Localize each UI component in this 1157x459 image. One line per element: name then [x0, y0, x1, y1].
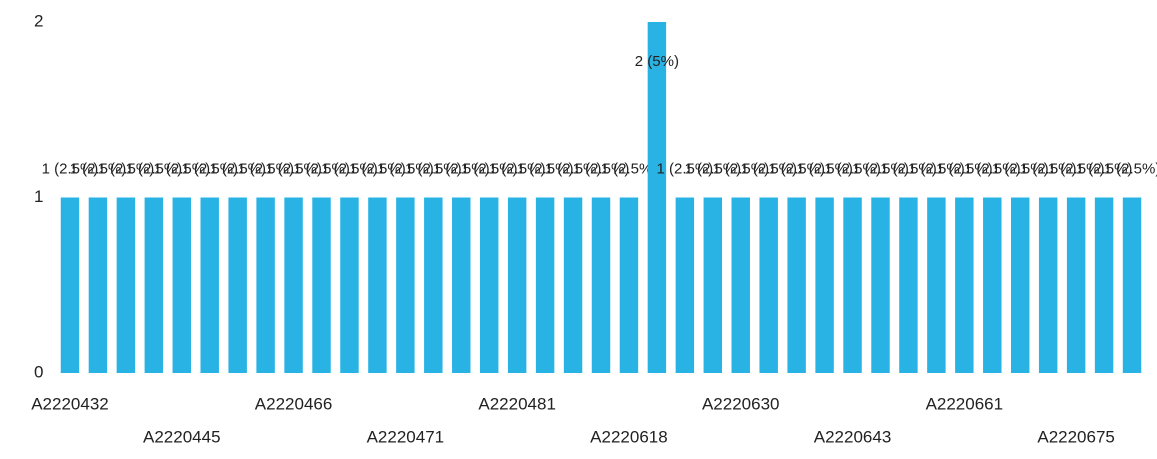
bar — [284, 197, 303, 373]
value-label: 1 (2.5%) — [265, 160, 322, 177]
bar — [368, 197, 387, 373]
bar — [703, 197, 723, 373]
value-label: 1 (2.5%) — [740, 160, 797, 177]
bar — [815, 197, 834, 373]
value-label: 1 (2.5%) — [936, 160, 993, 177]
value-label: 1 (2.5%) — [209, 160, 266, 177]
value-label: 1 (2.5%) — [601, 160, 658, 177]
value-label: 1 (2.5%) — [42, 160, 99, 177]
value-label: 1 (2.5%) — [377, 160, 434, 177]
bar — [228, 197, 247, 373]
value-label: 1 (2.5%) — [125, 160, 182, 177]
bar — [507, 197, 527, 373]
value-label: 1 (2.5%) — [489, 160, 546, 177]
x-tick-label: A2220466 — [255, 394, 333, 413]
bar — [647, 22, 667, 373]
value-label: 1 (2.5%) — [349, 160, 406, 177]
x-tick-label: A2220675 — [1037, 427, 1115, 446]
value-label: 1 (2.5%) — [237, 160, 294, 177]
bar — [60, 197, 80, 373]
bar — [1094, 197, 1114, 373]
y-tick-label: 2 — [34, 11, 43, 30]
value-label: 1 (2.5%) — [1020, 160, 1077, 177]
value-label: 1 (2.5%) — [852, 160, 909, 177]
value-label: 1 (2.5%) — [153, 160, 210, 177]
y-tick-label: 1 — [34, 187, 43, 206]
bar — [759, 197, 778, 373]
value-label: 1 (2.5%) — [433, 160, 490, 177]
value-label: 1 (2.5%) — [908, 160, 965, 177]
value-label: 1 (2.5%) — [321, 160, 378, 177]
bar — [116, 197, 136, 373]
value-label: 1 (2.5%) — [768, 160, 825, 177]
bar — [424, 197, 443, 373]
bar — [1011, 197, 1030, 373]
x-tick-label: A2220643 — [814, 427, 892, 446]
bar — [340, 197, 359, 373]
bar — [955, 197, 974, 373]
x-tick-label: A2220445 — [143, 427, 221, 446]
bar — [479, 197, 499, 373]
value-label: 1 (2.5%) — [573, 160, 630, 177]
value-label: 1 (2.5%) — [964, 160, 1021, 177]
bar — [200, 197, 219, 373]
bar — [871, 197, 890, 373]
value-label: 1 (2.5%) — [824, 160, 881, 177]
value-label: 1 (2.5%) — [712, 160, 769, 177]
bar — [787, 197, 806, 373]
bar — [396, 197, 415, 373]
value-label: 1 (2.5%) — [517, 160, 574, 177]
value-label: 1 (2.5%) — [796, 160, 853, 177]
bar — [88, 197, 108, 373]
value-label: 2 (5%) — [635, 53, 679, 70]
x-tick-label: A2220661 — [926, 394, 1004, 413]
x-tick-label: A2220618 — [590, 427, 668, 446]
x-tick-label: A2220432 — [31, 394, 109, 413]
value-label: 1 (2.5%) — [1048, 160, 1105, 177]
bar — [312, 197, 331, 373]
bar — [731, 197, 750, 373]
value-label: 1 (2.5%) — [684, 160, 741, 177]
value-label: 1 (2.5%) — [181, 160, 238, 177]
bar — [927, 197, 946, 373]
x-tick-label: A2220481 — [478, 394, 556, 413]
bar — [144, 197, 164, 373]
bar — [983, 197, 1002, 373]
bar — [535, 197, 555, 373]
bar — [256, 197, 275, 373]
bar — [452, 197, 471, 373]
value-label: 1 (2.5%) — [70, 160, 127, 177]
bar — [591, 197, 611, 373]
bar — [619, 197, 639, 373]
value-label: 1 (2.5%) — [545, 160, 602, 177]
value-label: 1 (2.5%) — [405, 160, 462, 177]
x-tick-label: A2220471 — [367, 427, 445, 446]
bar — [1066, 197, 1086, 373]
bar — [172, 197, 191, 373]
value-label: 1 (2.5%) — [656, 160, 713, 177]
bar — [843, 197, 862, 373]
value-label: 1 (2.5%) — [992, 160, 1049, 177]
value-label: 1 (2.5%) — [98, 160, 155, 177]
x-tick-label: A2220630 — [702, 394, 780, 413]
bar — [1122, 197, 1142, 373]
value-label: 1 (2.5%) — [880, 160, 937, 177]
bar — [1038, 197, 1058, 373]
value-label: 1 (2.5%) — [293, 160, 350, 177]
bar — [899, 197, 918, 373]
y-tick-label: 0 — [34, 362, 43, 381]
value-label: 1 (2.5%) — [461, 160, 518, 177]
value-label: 1 (2.5%) — [1076, 160, 1133, 177]
value-label: 1 (2.5%) — [1104, 160, 1157, 177]
bar — [675, 197, 695, 373]
bar — [563, 197, 583, 373]
